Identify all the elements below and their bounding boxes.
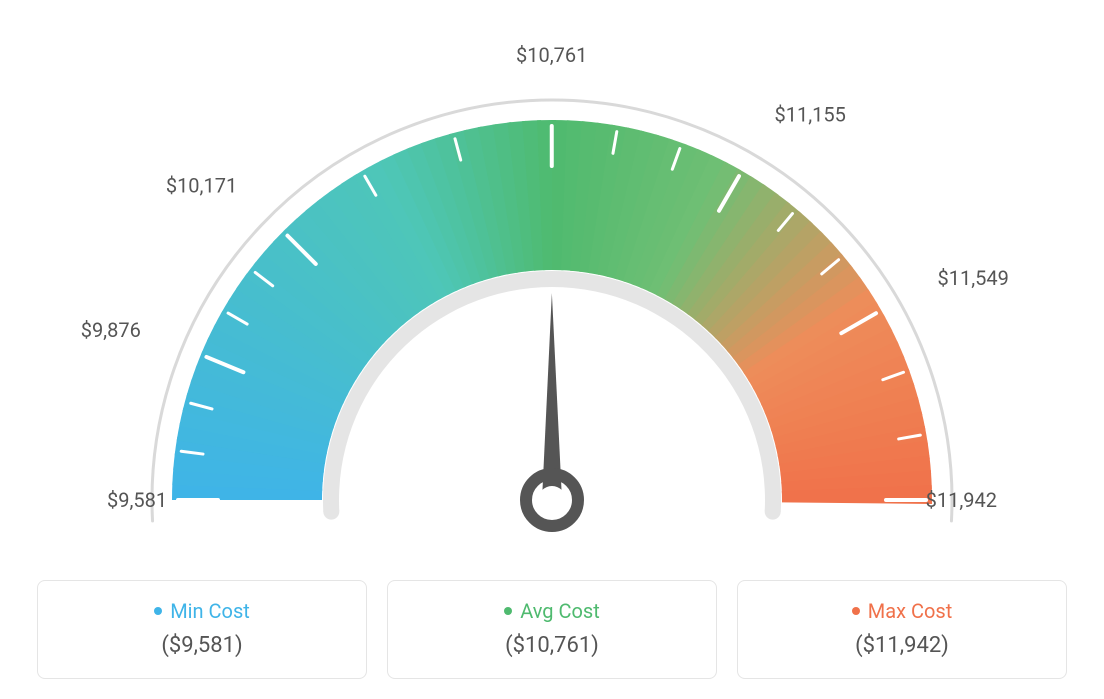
legend-label-max: Max Cost [868,599,953,623]
legend-card-max: Max Cost ($11,942) [737,580,1067,679]
svg-text:$10,171: $10,171 [166,173,237,197]
svg-text:$9,581: $9,581 [107,488,167,512]
legend-card-min: Min Cost ($9,581) [37,580,367,679]
svg-text:$11,155: $11,155 [775,103,846,127]
legend-value-min: ($9,581) [58,633,346,658]
legend-card-avg: Avg Cost ($10,761) [387,580,717,679]
svg-text:$11,942: $11,942 [926,488,997,512]
gauge-svg-wrap: $9,581 $9,876 $10,171 $10,761 $11,155 $11,549… [20,20,1084,550]
legend-dot-avg [504,607,512,615]
cost-gauge-chart: $9,581 $9,876 $10,171 $10,761 $11,155 $11,549… [20,20,1084,679]
legend-label-min: Min Cost [170,599,250,623]
legend-dot-max [852,607,860,615]
legend-dot-min [154,607,162,615]
legend-title-min: Min Cost [154,599,250,623]
gauge-svg: $9,581 $9,876 $10,171 $10,761 $11,155 $11,549… [22,20,1082,550]
svg-text:$10,761: $10,761 [516,43,587,67]
legend-value-avg: ($10,761) [408,633,696,658]
svg-text:$9,876: $9,876 [81,318,141,342]
svg-text:$11,549: $11,549 [938,266,1009,290]
legend-value-max: ($11,942) [758,633,1046,658]
legend-title-avg: Avg Cost [504,599,600,623]
legend-label-avg: Avg Cost [520,599,600,623]
legend-title-max: Max Cost [852,599,953,623]
legend-row: Min Cost ($9,581) Avg Cost ($10,761) Max… [20,580,1084,679]
